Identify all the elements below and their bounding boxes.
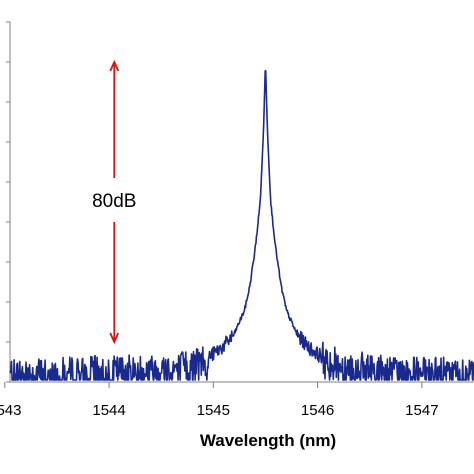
y-axis-ticks bbox=[6, 21, 10, 383]
annotation-label: 80dB bbox=[92, 191, 136, 212]
x-axis-title: Wavelength (nm) bbox=[200, 431, 336, 450]
x-tick-label: 1545 bbox=[197, 402, 230, 419]
x-tick-label: 1546 bbox=[301, 402, 334, 419]
series-line-spectrum bbox=[9, 70, 474, 381]
x-tick-label: 1544 bbox=[92, 402, 125, 419]
x-tick-label: 1547 bbox=[405, 402, 438, 419]
x-tick-label: 1543 bbox=[0, 402, 21, 419]
plot-area: 1543 1544 1545 1546 1547 80dB bbox=[0, 21, 474, 419]
annotation-arrowhead-down bbox=[109, 332, 120, 345]
x-axis-ticks: 1543 1544 1545 1546 1547 bbox=[0, 382, 439, 419]
annotation-arrowhead-up bbox=[109, 59, 120, 72]
range-annotation: 80dB bbox=[92, 59, 136, 345]
